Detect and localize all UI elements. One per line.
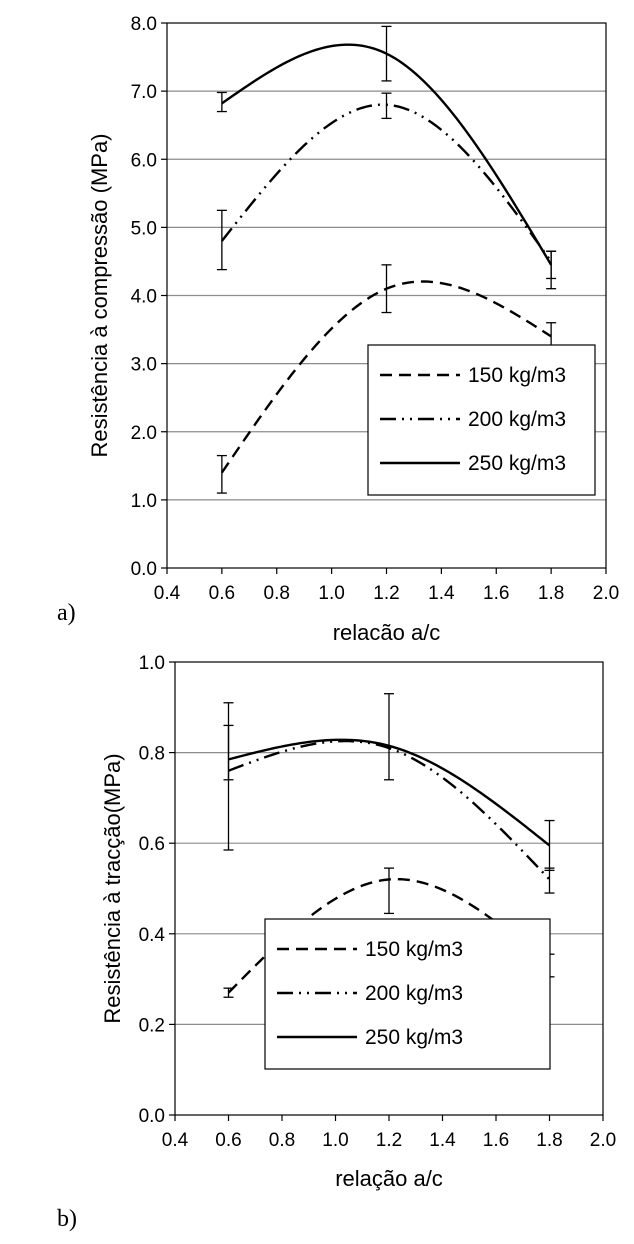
legend: 150 kg/m3 200 kg/m3 250 kg/m3 [264,918,551,1070]
y-axis: 0.0 1.0 2.0 3.0 4.0 5.0 6.0 7.0 8.0 [131,14,167,580]
y-tick-label: 3.0 [131,355,157,376]
y-tick-label: 8.0 [131,14,157,35]
legend-box [367,344,596,496]
x-tick-label: 1.2 [373,583,399,604]
y-tick-label: 1.0 [139,653,165,674]
error-bar [384,867,394,915]
x-tick-label: 1.4 [429,1130,456,1151]
x-tick-label: 1.6 [483,1130,509,1151]
x-axis: 0.4 0.6 0.8 1.0 1.2 1.4 1.6 1.8 2.0 [162,1115,616,1151]
y-tick-label: 0.4 [139,925,166,946]
figure-panel-b: 0.0 0.2 0.4 0.6 0.8 1.0 0.4 0.6 0.8 1.0 1.2 1.4 1.6 1… [0,640,634,1244]
legend-label: 200 kg/m3 [365,982,463,1005]
legend-label: 250 kg/m3 [468,452,566,475]
y-tick-label: 0.8 [139,744,165,765]
x-axis: 0.4 0.6 0.8 1.0 1.2 1.4 1.6 1.8 2.0 [154,568,619,604]
x-tick-label: 0.6 [215,1130,241,1151]
error-bar [223,987,234,998]
series-200 [216,92,557,290]
error-bar [546,250,557,280]
legend-label: 200 kg/m3 [468,408,566,431]
y-tick-label: 0.6 [139,834,165,855]
legend: 150 kg/m3 200 kg/m3 250 kg/m3 [367,344,596,496]
legend-label: 150 kg/m3 [468,364,566,387]
x-tick-label: 0.4 [162,1130,189,1151]
y-tick-label: 0.2 [139,1015,165,1036]
y-tick-label: 1.0 [131,491,157,512]
x-tick-label: 1.6 [483,583,509,604]
x-tick-label: 0.8 [269,1130,295,1151]
panel-label-a: a) [57,600,76,626]
legend-box [264,918,551,1070]
error-bar [544,867,555,894]
error-bar [381,25,392,82]
x-tick-label: 1.4 [428,583,455,604]
y-axis-title: Resistência à tracção(MPa) [100,753,125,1023]
error-bar [216,209,227,271]
error-bar [216,454,227,494]
error-bar [544,819,555,872]
x-tick-label: 0.8 [264,583,290,604]
y-tick-label: 0.0 [139,1106,165,1127]
x-axis-title: relação a/c [333,620,441,640]
x-tick-label: 1.0 [318,583,344,604]
figure-panel-a: 0.0 1.0 2.0 3.0 4.0 5.0 6.0 7.0 8.0 0.4 0.6 0.8 1.0 1… [57,14,619,640]
y-tick-label: 7.0 [131,82,157,103]
y-tick-label: 0.0 [131,559,157,580]
x-tick-label: 1.0 [322,1130,348,1151]
error-bar [223,702,234,851]
legend-label: 150 kg/m3 [365,938,463,961]
y-axis-title: Resistência à compressão (MPa) [87,133,112,457]
series-250 [223,693,555,872]
series-250 [216,25,557,280]
y-tick-label: 6.0 [131,150,157,171]
y-axis: 0.0 0.2 0.4 0.6 0.8 1.0 [139,653,175,1127]
x-axis-title: relação a/c [335,1166,443,1191]
error-bar [381,264,392,314]
panel-label-b: b) [57,1206,77,1232]
x-tick-label: 1.8 [538,583,564,604]
x-tick-label: 0.6 [209,583,235,604]
x-tick-label: 1.2 [376,1130,402,1151]
tension-chart: 0.0 0.2 0.4 0.6 0.8 1.0 0.4 0.6 0.8 1.0 1.2 1.4 1.6 1… [100,653,616,1191]
x-tick-label: 2.0 [593,583,619,604]
error-bar [384,693,394,781]
legend-label: 250 kg/m3 [365,1026,463,1049]
x-tick-label: 0.4 [154,583,181,604]
error-bar [381,92,392,120]
y-tick-label: 2.0 [131,423,157,444]
compression-chart: 0.0 1.0 2.0 3.0 4.0 5.0 6.0 7.0 8.0 0.4 0.6 0.8 1.0 1… [87,14,619,640]
error-bar [216,91,227,113]
x-tick-label: 2.0 [590,1130,616,1151]
y-tick-label: 5.0 [131,218,157,239]
y-tick-label: 4.0 [131,287,157,308]
x-tick-label: 1.8 [536,1130,562,1151]
